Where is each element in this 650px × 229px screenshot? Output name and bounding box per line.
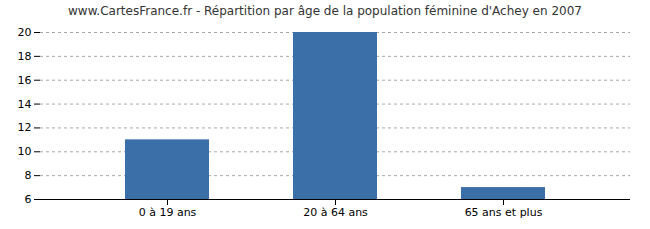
- svg-text:12: 12: [18, 121, 32, 134]
- svg-text:16: 16: [18, 74, 32, 87]
- html-text:www.CartesFrance.fr - Répartit: www.CartesFrance.fr - Répartition par âg…: [68, 4, 582, 18]
- svg-text:10: 10: [18, 145, 32, 158]
- svg-text:8: 8: [25, 169, 32, 182]
- svg-text:0 à 19 ans: 0 à 19 ans: [139, 206, 197, 219]
- svg-text:6: 6: [25, 193, 32, 206]
- svg-text:20: 20: [18, 26, 32, 39]
- svg-text:18: 18: [18, 50, 32, 63]
- svg-text:65 ans et plus: 65 ans et plus: [465, 206, 543, 219]
- svg-text:20 à 64 ans: 20 à 64 ans: [303, 206, 368, 219]
- svg-text:14: 14: [18, 98, 32, 111]
